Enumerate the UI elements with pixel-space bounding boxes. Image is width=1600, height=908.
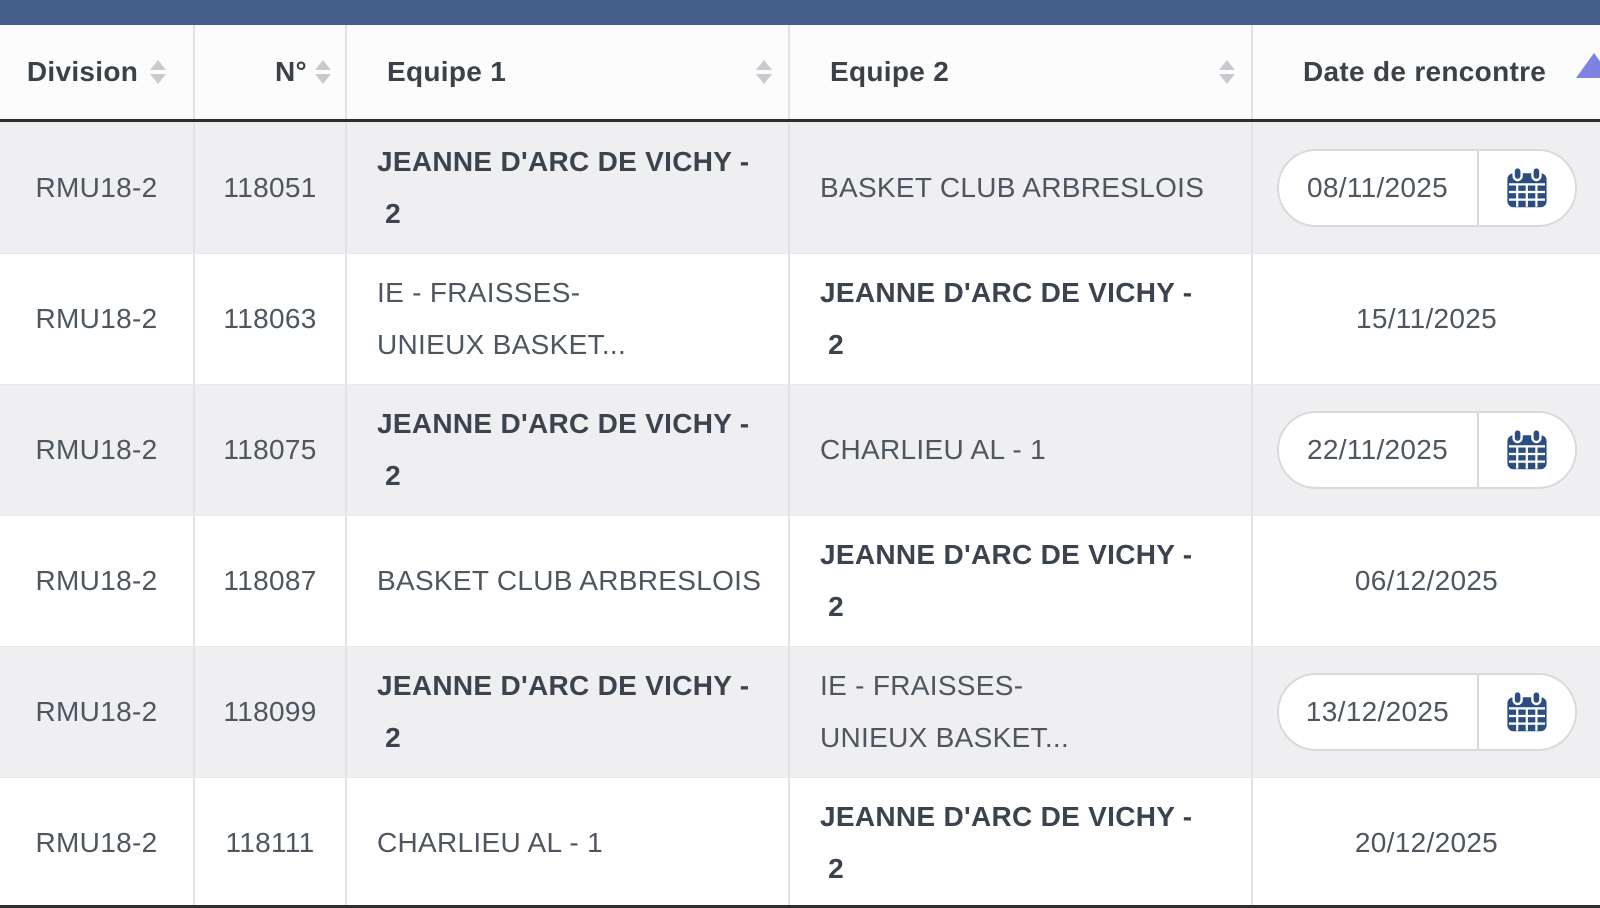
cell-division: RMU18-2 [0, 385, 195, 515]
column-header-division[interactable]: Division [0, 25, 195, 119]
date-input-group [1276, 411, 1577, 489]
cell-equipe1: JEANNE D'ARC DE VICHY - 2 [347, 647, 790, 777]
cell-division: RMU18-2 [0, 516, 195, 646]
cell-date [1253, 123, 1600, 253]
sort-icon [1219, 60, 1235, 84]
cell-equipe1: JEANNE D'ARC DE VICHY - 2 [347, 385, 790, 515]
calendar-button[interactable] [1476, 675, 1575, 749]
table-header-row: Division N° Equipe 1 Equipe 2 Date de re… [0, 25, 1600, 122]
sort-ascending-icon [1576, 53, 1600, 78]
cell-numero: 118051 [195, 123, 347, 253]
date-input-group [1276, 673, 1577, 751]
table-row: RMU18-2 118099 JEANNE D'ARC DE VICHY - 2… [0, 646, 1600, 777]
column-header-division-label: Division [26, 56, 139, 87]
cell-equipe2: JEANNE D'ARC DE VICHY - 2 [790, 254, 1253, 384]
cell-date [1253, 385, 1600, 515]
cell-division: RMU18-2 [0, 254, 195, 384]
cell-equipe2: CHARLIEU AL - 1 [790, 385, 1253, 515]
date-text: 06/12/2025 [1354, 565, 1499, 597]
cell-equipe2: IE - FRAISSES- UNIEUX BASKET... [790, 647, 1253, 777]
date-input[interactable] [1278, 413, 1477, 487]
date-input[interactable] [1278, 675, 1477, 749]
cell-equipe1: IE - FRAISSES- UNIEUX BASKET... [347, 254, 790, 384]
calendar-button[interactable] [1476, 413, 1575, 487]
column-header-date[interactable]: Date de rencontre [1253, 25, 1600, 119]
sort-icon [315, 60, 331, 84]
cell-division: RMU18-2 [0, 123, 195, 253]
calendar-icon [1506, 166, 1547, 208]
cell-date: 06/12/2025 [1253, 516, 1600, 646]
cell-numero: 118099 [195, 647, 347, 777]
top-navigation-bar [0, 0, 1600, 25]
cell-date: 20/12/2025 [1253, 778, 1600, 908]
cell-equipe2: BASKET CLUB ARBRESLOIS [790, 123, 1253, 253]
matches-table: Division N° Equipe 1 Equipe 2 Date de re… [0, 25, 1600, 908]
table-row: RMU18-2 118087 BASKET CLUB ARBRESLOIS JE… [0, 515, 1600, 646]
table-row: RMU18-2 118063 IE - FRAISSES- UNIEUX BAS… [0, 253, 1600, 384]
table-bottom-border [0, 905, 1600, 908]
sort-icon [756, 60, 772, 84]
column-header-numero-label: N° [274, 56, 307, 87]
date-input[interactable] [1278, 151, 1477, 225]
sort-icon [150, 60, 167, 84]
cell-division: RMU18-2 [0, 778, 195, 908]
table-row: RMU18-2 118051 JEANNE D'ARC DE VICHY - 2… [0, 122, 1600, 253]
column-header-equipe1-label: Equipe 1 [387, 56, 507, 87]
cell-division: RMU18-2 [0, 647, 195, 777]
cell-numero: 118087 [195, 516, 347, 646]
cell-date [1253, 647, 1600, 777]
column-header-equipe2-label: Equipe 2 [830, 56, 950, 87]
cell-equipe1: BASKET CLUB ARBRESLOIS [347, 516, 790, 646]
date-text: 20/12/2025 [1354, 827, 1499, 859]
column-header-date-label: Date de rencontre [1303, 56, 1547, 87]
table-row: RMU18-2 118075 JEANNE D'ARC DE VICHY - 2… [0, 384, 1600, 515]
date-input-group [1276, 149, 1577, 227]
cell-numero: 118063 [195, 254, 347, 384]
column-header-equipe2[interactable]: Equipe 2 [790, 25, 1253, 119]
cell-numero: 118111 [195, 778, 347, 908]
column-header-numero[interactable]: N° [195, 25, 347, 119]
cell-equipe1: CHARLIEU AL - 1 [347, 778, 790, 908]
cell-equipe2: JEANNE D'ARC DE VICHY - 2 [790, 516, 1253, 646]
cell-equipe1: JEANNE D'ARC DE VICHY - 2 [347, 123, 790, 253]
cell-equipe2: JEANNE D'ARC DE VICHY - 2 [790, 778, 1253, 908]
calendar-icon [1506, 690, 1547, 732]
date-text: 15/11/2025 [1355, 303, 1498, 335]
column-header-equipe1[interactable]: Equipe 1 [347, 25, 790, 119]
cell-numero: 118075 [195, 385, 347, 515]
calendar-button[interactable] [1476, 151, 1575, 225]
calendar-icon [1506, 428, 1547, 470]
cell-date: 15/11/2025 [1253, 254, 1600, 384]
table-row: RMU18-2 118111 CHARLIEU AL - 1 JEANNE D'… [0, 777, 1600, 908]
